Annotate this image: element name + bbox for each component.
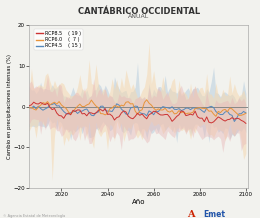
Text: ANUAL: ANUAL — [128, 14, 149, 19]
Text: © Agencia Estatal de Meteorología: © Agencia Estatal de Meteorología — [3, 214, 65, 218]
Text: A: A — [187, 210, 195, 218]
Title: CANTÁBRICO OCCIDENTAL: CANTÁBRICO OCCIDENTAL — [77, 7, 200, 16]
Y-axis label: Cambio en precipitaciones intensas (%): Cambio en precipitaciones intensas (%) — [7, 54, 12, 159]
Legend: RCP8.5    ( 19 ), RCP6.0    (  7 ), RCP4.5    ( 15 ): RCP8.5 ( 19 ), RCP6.0 ( 7 ), RCP4.5 ( 15… — [34, 29, 83, 50]
X-axis label: Año: Año — [132, 199, 145, 204]
Text: Emet: Emet — [203, 210, 225, 218]
